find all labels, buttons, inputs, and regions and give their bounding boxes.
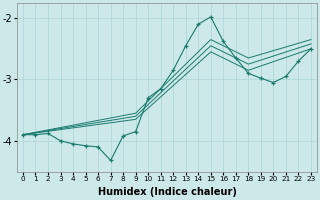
X-axis label: Humidex (Indice chaleur): Humidex (Indice chaleur) xyxy=(98,187,236,197)
